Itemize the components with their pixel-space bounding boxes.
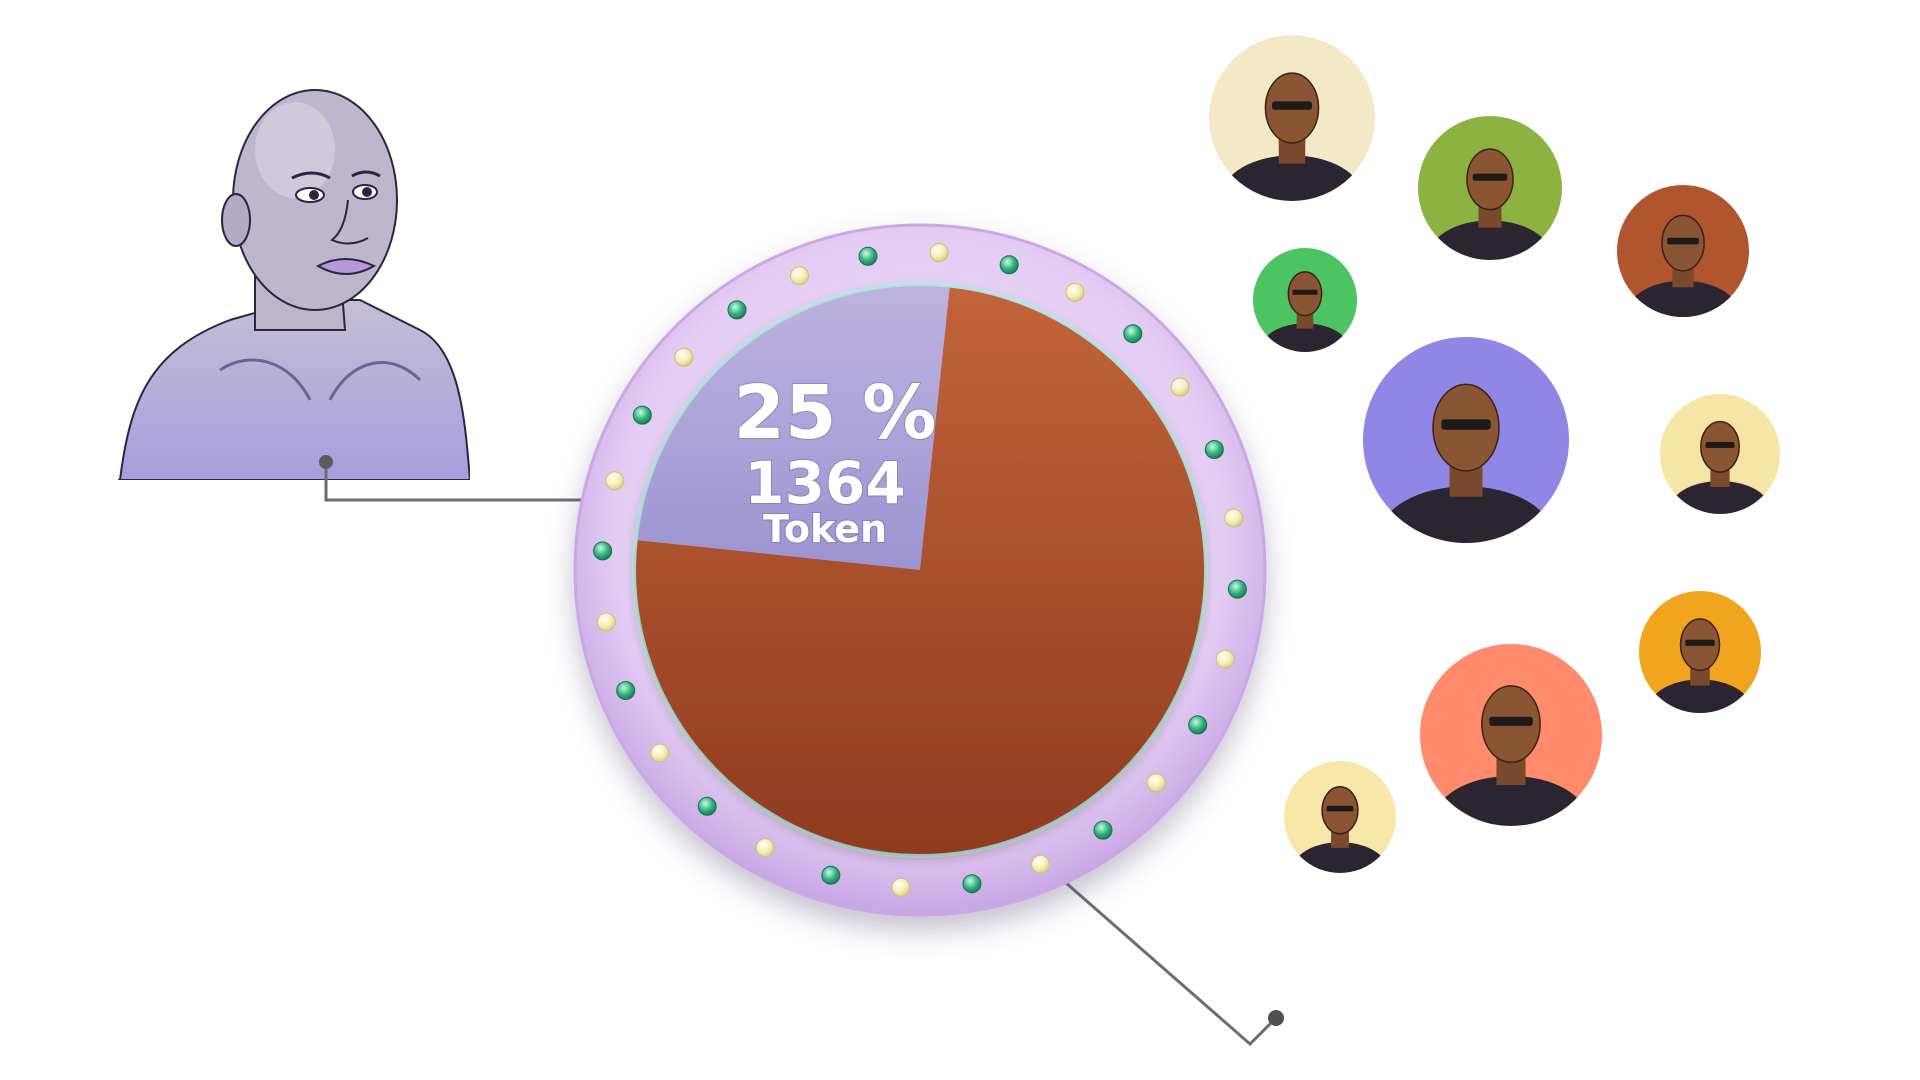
bulb-green (821, 865, 841, 885)
avatar-yellow-small (1284, 761, 1396, 873)
avatar-green-hair (1418, 116, 1562, 260)
pie-inner-border (632, 282, 1208, 858)
avatar-eyes-icon (1326, 805, 1354, 812)
avatar-gold-necklace (1660, 394, 1780, 514)
bulb-yellow (755, 838, 775, 858)
bulb-yellow (1224, 508, 1244, 528)
avatar-body (1221, 155, 1363, 201)
bulb-green (616, 681, 636, 700)
bulb-yellow (650, 743, 670, 763)
community-avatars (1209, 35, 1780, 873)
avatar-eyes-icon (1441, 419, 1491, 430)
avatar-body (1292, 842, 1388, 873)
featured-character-illustration (118, 89, 470, 480)
avatar-body (1669, 481, 1771, 514)
bulb-green (1188, 715, 1208, 735)
avatar-feathers-bandana (1420, 644, 1602, 826)
avatar-eyes-icon (1667, 237, 1699, 245)
avatar-body (1378, 486, 1554, 543)
bulb-yellow (1031, 854, 1050, 874)
avatar-sunglasses-mustache (1363, 337, 1569, 543)
bulb-green (1123, 324, 1143, 344)
avatar-eyes-icon (1705, 442, 1735, 448)
slice-unit-label: Token (763, 507, 887, 551)
avatar-body (1433, 775, 1589, 826)
avatar-body (1428, 220, 1552, 260)
bulb-green (1204, 440, 1224, 459)
bulb-yellow (790, 266, 809, 286)
avatar-brown-smoker (1617, 185, 1749, 317)
bulb-green (1227, 579, 1247, 599)
avatar-eyes-icon (1272, 101, 1312, 110)
avatar-green-glasses (1253, 248, 1357, 352)
bulb-yellow (891, 877, 911, 897)
community-leader-dot (1268, 1010, 1284, 1026)
avatar-eyes-icon (1685, 639, 1715, 646)
bulb-yellow (1146, 773, 1166, 793)
avatar-eyes-icon (1292, 289, 1318, 295)
bulb-green (697, 796, 717, 816)
bulb-green (727, 300, 747, 320)
pie-labels: 25 % 1364 Token (733, 369, 938, 552)
avatar-body (1626, 280, 1740, 317)
bulb-yellow (596, 612, 616, 632)
avatar-eyes-icon (1472, 173, 1508, 181)
avatar-body (1648, 679, 1752, 713)
bulb-green (962, 874, 982, 894)
bulb-yellow (1170, 377, 1190, 397)
bulb-green (593, 541, 613, 561)
slice-percent-label: 25 % (734, 370, 937, 456)
bulb-yellow (929, 243, 949, 263)
featured-leader-line (324, 462, 685, 502)
avatar-head-wrap (1639, 591, 1761, 713)
pie-slices (636, 286, 1205, 855)
bulb-green (1093, 820, 1113, 840)
bulb-yellow (1065, 282, 1085, 302)
bulb-yellow (1215, 649, 1235, 669)
community-leader-line (984, 810, 1278, 1047)
avatar-eyes-icon (1489, 716, 1533, 726)
slice-value-label: 1364 (744, 449, 905, 517)
featured-leader-dot (319, 455, 333, 469)
pie-slice-community (636, 287, 1205, 855)
ring-bulbs (593, 243, 1247, 897)
avatar-white-hair-bandana (1209, 35, 1375, 201)
bulb-yellow (605, 471, 625, 491)
bulb-green (999, 255, 1019, 275)
bulb-yellow (674, 347, 694, 367)
leader-lines (319, 455, 1284, 1047)
bulb-green (632, 405, 652, 425)
bulb-green (858, 246, 878, 266)
pie-slice-featured-holder (637, 286, 950, 570)
avatar-body (1260, 323, 1350, 352)
